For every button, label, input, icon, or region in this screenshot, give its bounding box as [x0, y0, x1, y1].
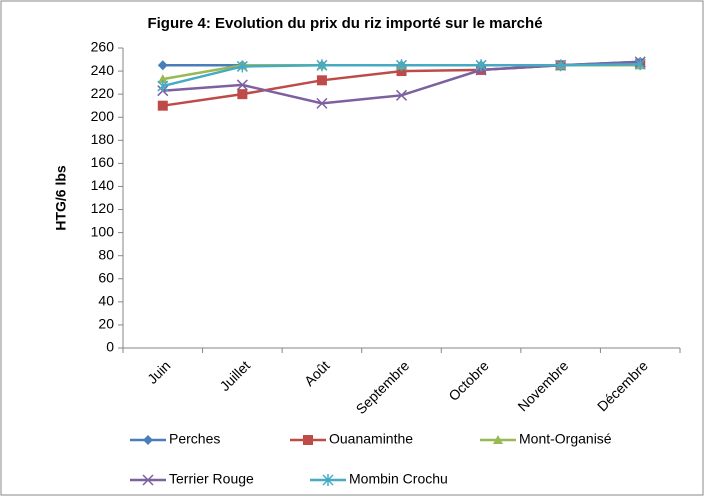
data-point: [157, 100, 168, 111]
y-tick-label: 140: [91, 177, 115, 193]
y-tick-label: 220: [91, 85, 115, 101]
data-point: [316, 59, 328, 72]
data-point: [475, 59, 487, 72]
y-tick-label: 160: [91, 154, 115, 170]
legend-marker: [142, 474, 154, 486]
data-point: [395, 89, 408, 101]
data-point: [236, 79, 248, 91]
y-axis-label: HTG/6 lbs: [53, 165, 69, 231]
chart-title: Figure 4: Evolution du prix du riz impor…: [147, 15, 542, 32]
y-tick-label: 20: [98, 316, 114, 332]
data-point: [236, 60, 248, 73]
legend-label: Terrier Rouge: [169, 471, 254, 487]
legend-label: Perches: [169, 431, 220, 447]
data-point: [316, 75, 327, 86]
data-point: [316, 97, 328, 109]
legend-marker: [493, 435, 503, 444]
y-tick-label: 40: [98, 293, 114, 309]
legend-label: Ouanaminthe: [329, 431, 413, 447]
data-point: [157, 60, 168, 71]
y-tick-label: 180: [91, 131, 115, 147]
y-tick-label: 200: [91, 108, 115, 124]
data-point: [157, 74, 168, 84]
legend-label: Mombin Crochu: [349, 471, 448, 487]
data-point: [157, 80, 169, 93]
y-tick-label: 60: [98, 269, 114, 285]
legend-marker: [143, 435, 153, 445]
y-tick-label: 240: [91, 62, 115, 78]
legend-label: Mont-Organisé: [519, 431, 612, 447]
data-point: [237, 89, 248, 100]
y-tick-label: 100: [91, 223, 115, 239]
legend-marker: [303, 435, 313, 445]
data-point: [395, 59, 408, 72]
y-tick-label: 260: [91, 39, 115, 55]
legend-marker: [322, 474, 334, 486]
data-point: [634, 58, 646, 71]
y-tick-label: 80: [98, 246, 114, 262]
y-tick-label: 0: [106, 339, 114, 355]
data-point: [555, 59, 567, 72]
y-tick-label: 120: [91, 200, 115, 216]
